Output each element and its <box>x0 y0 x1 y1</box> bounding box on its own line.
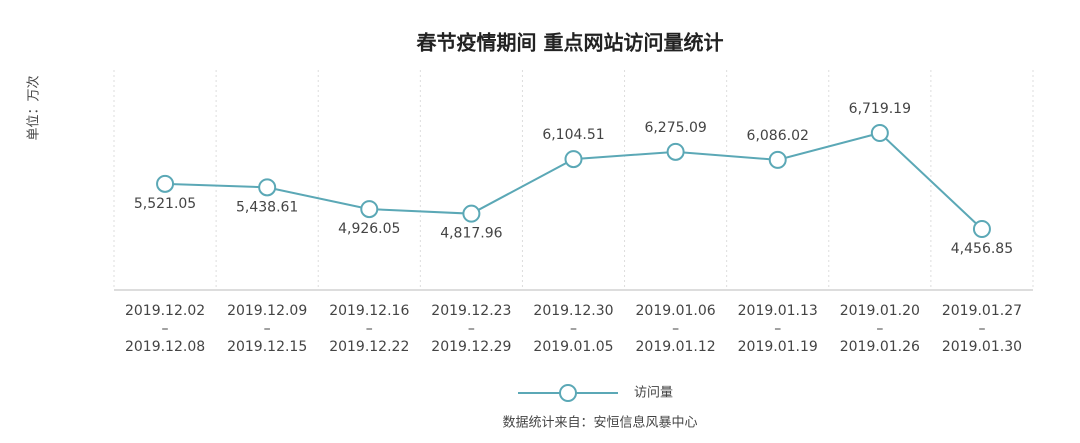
x-tick-label: 2019.01.27 <box>942 303 1022 319</box>
x-tick-label: 2019.12.08 <box>125 339 205 355</box>
data-point <box>870 124 889 142</box>
data-label: 4,926.05 <box>338 221 400 237</box>
data-label: 6,275.09 <box>644 120 706 136</box>
x-tick-label: 2019.01.13 <box>738 303 818 319</box>
x-tick-label: 2019.01.12 <box>636 339 716 355</box>
data-label: 6,104.51 <box>542 127 604 143</box>
x-tick-label: 2019.12.23 <box>431 303 511 319</box>
x-tick-label: – <box>978 321 985 337</box>
x-tick-label: 2019.12.02 <box>125 303 205 319</box>
data-label: 4,817.96 <box>440 226 502 242</box>
data-point <box>972 220 991 238</box>
legend-label: 访问量 <box>634 386 673 401</box>
data-point <box>666 142 685 161</box>
x-tick-label: 2019.12.22 <box>329 339 409 355</box>
data-point <box>156 174 175 193</box>
x-tick-label: 2019.01.20 <box>840 303 920 319</box>
x-tick-label: – <box>366 321 373 337</box>
data-label: 5,438.61 <box>236 199 298 215</box>
data-label: 4,456.85 <box>951 241 1013 257</box>
data-point <box>462 204 481 223</box>
x-tick-label: – <box>162 321 169 337</box>
data-label: 6,086.02 <box>747 128 809 144</box>
x-tick-label: 2019.12.09 <box>227 303 307 319</box>
data-point <box>768 150 787 169</box>
y-axis-label: 单位：万次 <box>26 75 42 140</box>
x-tick-label: – <box>672 321 679 337</box>
data-point <box>258 178 277 197</box>
chart-title: 春节疫情期间 重点网站访问量统计 <box>416 31 724 55</box>
x-tick-label: 2019.01.19 <box>738 339 818 355</box>
data-label: 6,719.19 <box>849 101 911 117</box>
x-tick-label: – <box>876 321 883 337</box>
legend-marker <box>559 384 577 402</box>
x-tick-label: – <box>774 321 781 337</box>
x-tick-label: 2019.01.06 <box>636 303 716 319</box>
x-tick-label: 2019.12.29 <box>431 339 511 355</box>
x-tick-label: – <box>264 321 271 337</box>
x-tick-label: 2019.12.30 <box>533 303 613 319</box>
x-tick-label: 2019.01.30 <box>942 339 1022 355</box>
data-point <box>564 150 583 169</box>
x-tick-label: 2019.12.16 <box>329 303 409 319</box>
source-note: 数据统计来自：安恒信息风暴中心 <box>502 415 697 431</box>
x-tick-label: 2019.12.15 <box>227 339 307 355</box>
data-point <box>360 200 379 219</box>
x-tick-label: – <box>468 321 475 337</box>
x-tick-label: 2019.01.05 <box>533 339 613 355</box>
data-label: 5,521.05 <box>134 196 196 212</box>
x-tick-label: – <box>570 321 577 337</box>
x-tick-label: 2019.01.26 <box>840 339 920 355</box>
